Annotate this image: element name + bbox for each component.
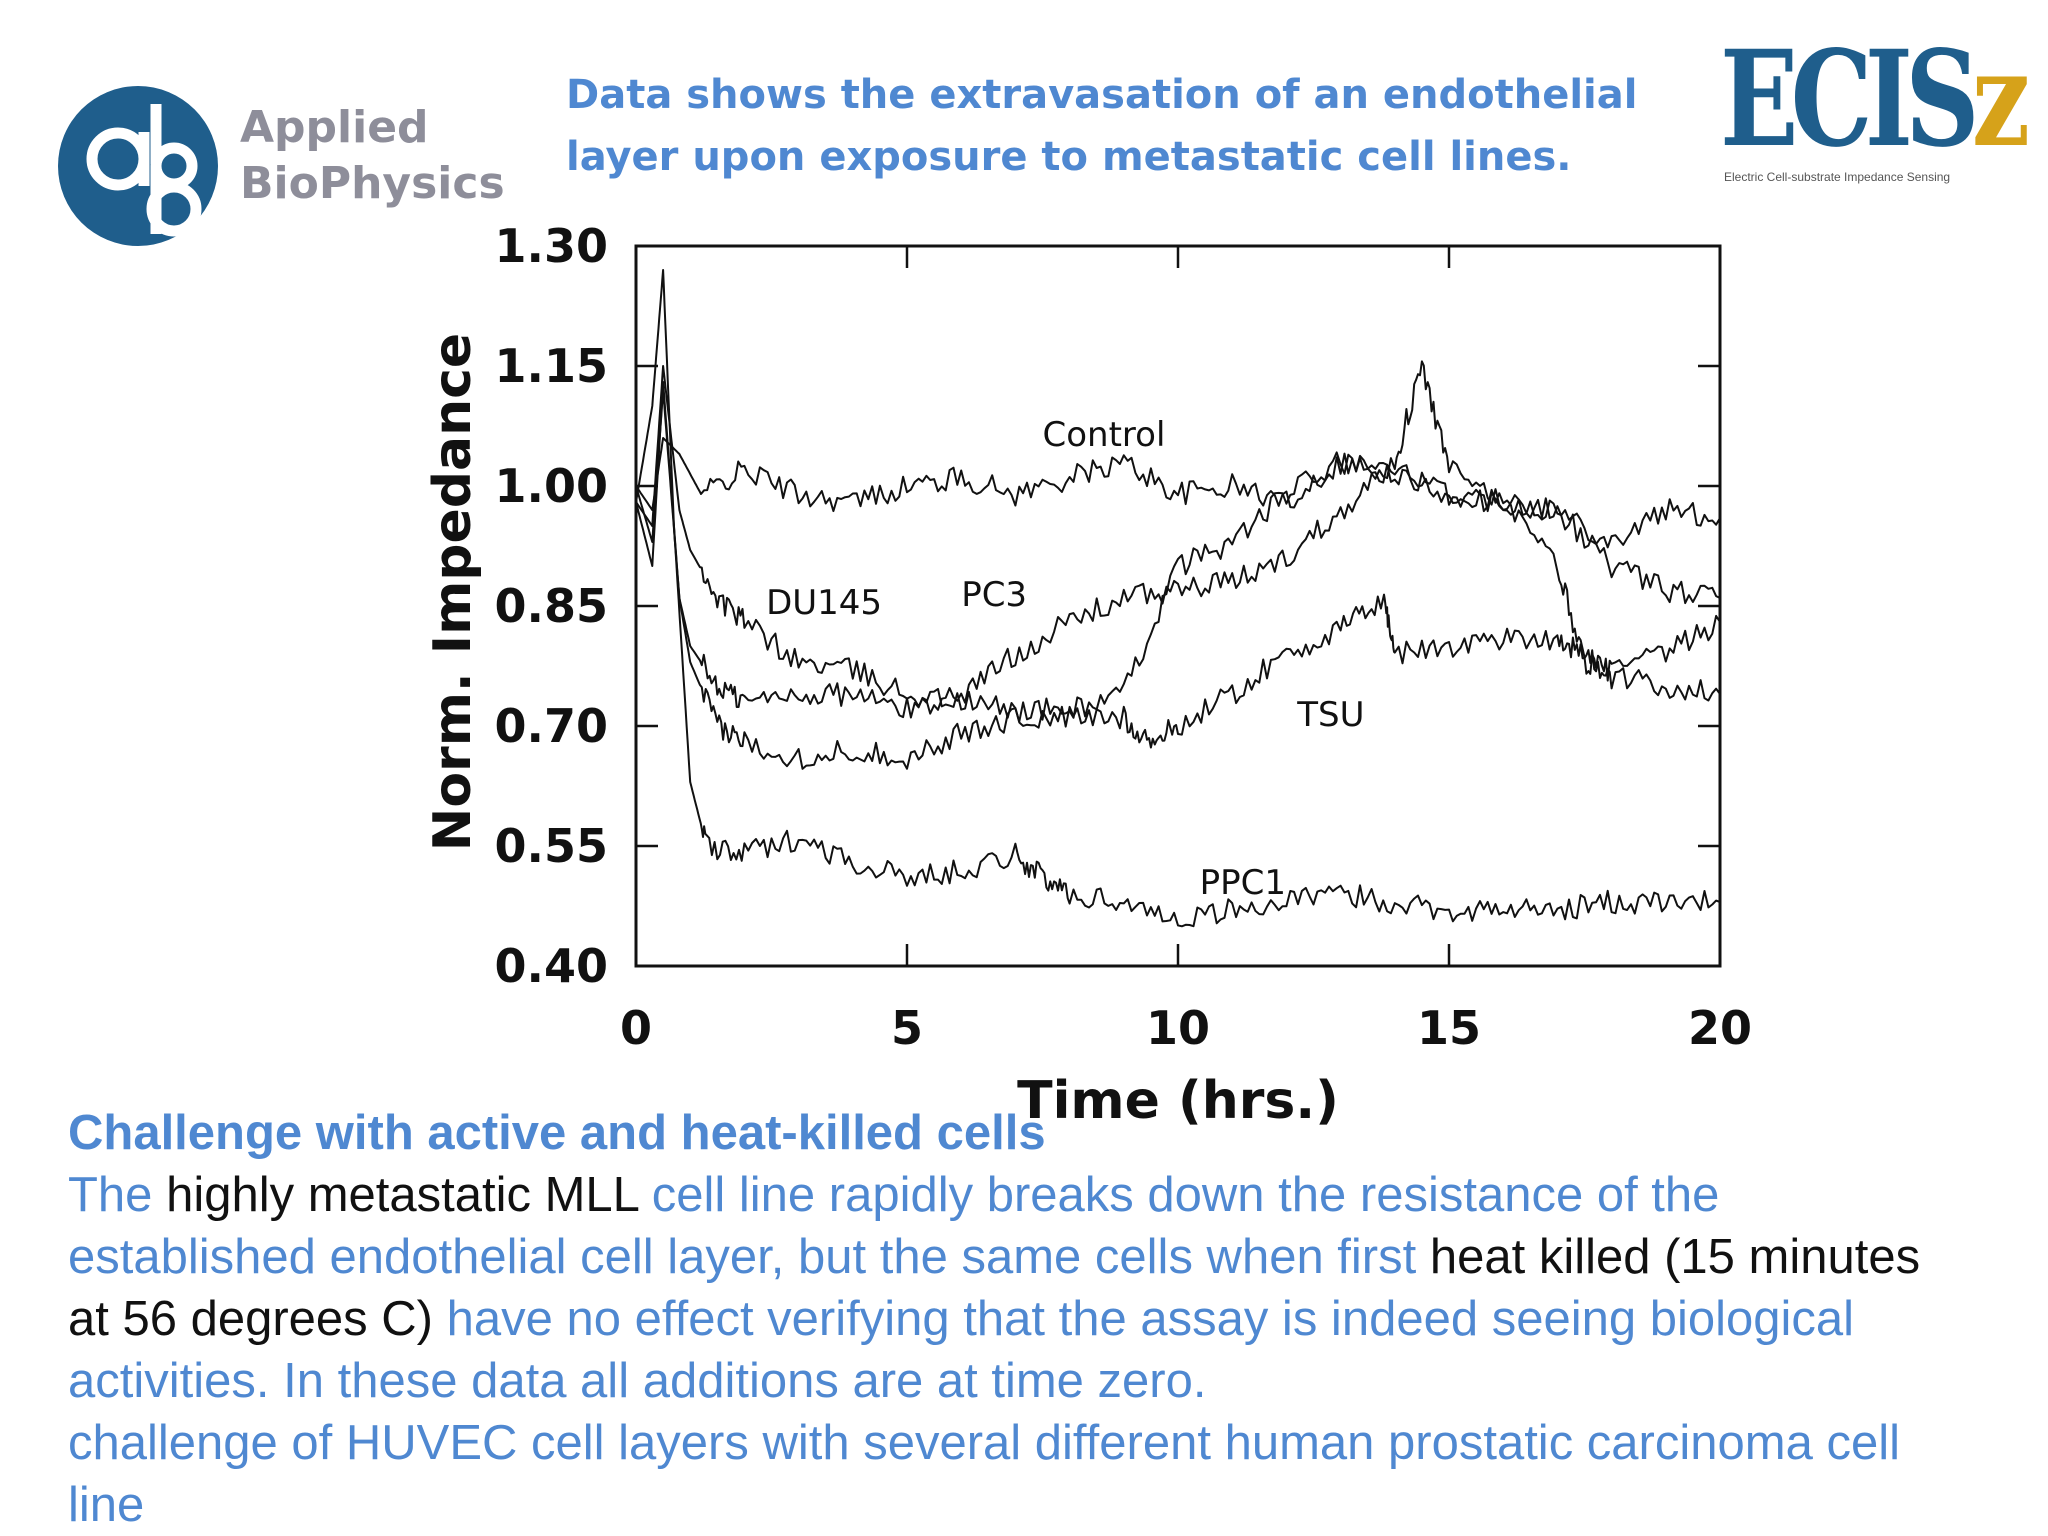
ecisz-logo-wordmark: ECISz <box>1720 30 2030 170</box>
body-paragraph: The highly metastatic MLL cell line rapi… <box>68 1164 1968 1412</box>
body-text-segment: have no effect verifying that the assay … <box>68 1292 1854 1408</box>
ecisz-subtitle: Electric Cell-substrate Impedance Sensin… <box>1724 170 1951 184</box>
headline: Data shows the extravasation of an endot… <box>566 64 1666 188</box>
y-tick-label: 1.00 <box>495 459 609 513</box>
ecisz-logo-text: ECIS <box>1720 22 1980 177</box>
applied-biophysics-logo: Applied BioPhysics <box>56 84 505 254</box>
series-line-control <box>635 437 1721 549</box>
body-text-highlight: highly metastatic MLL <box>166 1168 639 1222</box>
series-line-ppc1 <box>635 269 1721 928</box>
series-line-du145 <box>635 365 1721 723</box>
series-line-tsu <box>635 381 1721 770</box>
x-tick-label: 0 <box>620 1001 652 1055</box>
body-text-segment: cell line rapidly breaks down the resist… <box>68 1168 1720 1284</box>
y-tick-label: 0.55 <box>495 819 609 873</box>
series-labels: Control DU145 PC3 TSU PPC1 <box>766 415 1364 903</box>
body-heading: Challenge with active and heat-killed ce… <box>68 1106 1046 1160</box>
ecisz-logo: ECISz Electric Cell-substrate Impedance … <box>1720 30 2030 190</box>
ecisz-logo-z: z <box>1971 22 2030 177</box>
body-caption: challenge of HUVEC cell layers with seve… <box>68 1416 1900 1532</box>
x-axis-title: Time (hrs.) <box>1017 1071 1339 1131</box>
x-tick-label: 20 <box>1688 1001 1752 1055</box>
y-axis-title: Norm. Impedance <box>423 333 483 851</box>
x-tick-label: 15 <box>1417 1001 1481 1055</box>
impedance-chart: 0.40 0.55 0.70 0.85 1.00 1.15 1.30 0 5 10 15 20 Co… <box>423 219 1752 1131</box>
body-text-highlight: heat killed (15 minutes at 56 degrees C) <box>68 1230 1921 1346</box>
series-label-control: Control <box>1043 415 1166 455</box>
series-label-pc3: PC3 <box>961 575 1027 615</box>
series-label-ppc1: PPC1 <box>1200 863 1286 903</box>
logo-word-biophysics: BioPhysics <box>240 158 505 209</box>
headline-line-2: layer upon exposure to metastatic cell l… <box>566 134 1572 180</box>
y-tick-label: 0.70 <box>495 699 609 753</box>
body-text: Challenge with active and heat-killed ce… <box>68 1102 1968 1536</box>
y-tick-label: 0.85 <box>495 579 609 633</box>
series-label-tsu: TSU <box>1296 695 1364 735</box>
y-tick-label: 1.30 <box>495 219 609 273</box>
abp-logo-mark-icon <box>58 86 218 246</box>
logo-word-applied: Applied <box>240 102 429 153</box>
y-tick-label: 0.40 <box>495 939 609 993</box>
series-label-du145: DU145 <box>766 583 882 623</box>
x-tick-label: 10 <box>1146 1001 1210 1055</box>
y-tick-label: 1.15 <box>495 339 609 393</box>
series-lines <box>635 269 1721 928</box>
y-tick-labels: 0.40 0.55 0.70 0.85 1.00 1.15 1.30 <box>495 219 609 993</box>
body-text-segment: The <box>68 1168 167 1222</box>
series-line-pc3 <box>635 360 1721 719</box>
x-tick-labels: 0 5 10 15 20 <box>620 1001 1752 1055</box>
headline-line-1: Data shows the extravasation of an endot… <box>566 72 1638 118</box>
x-tick-label: 5 <box>891 1001 923 1055</box>
